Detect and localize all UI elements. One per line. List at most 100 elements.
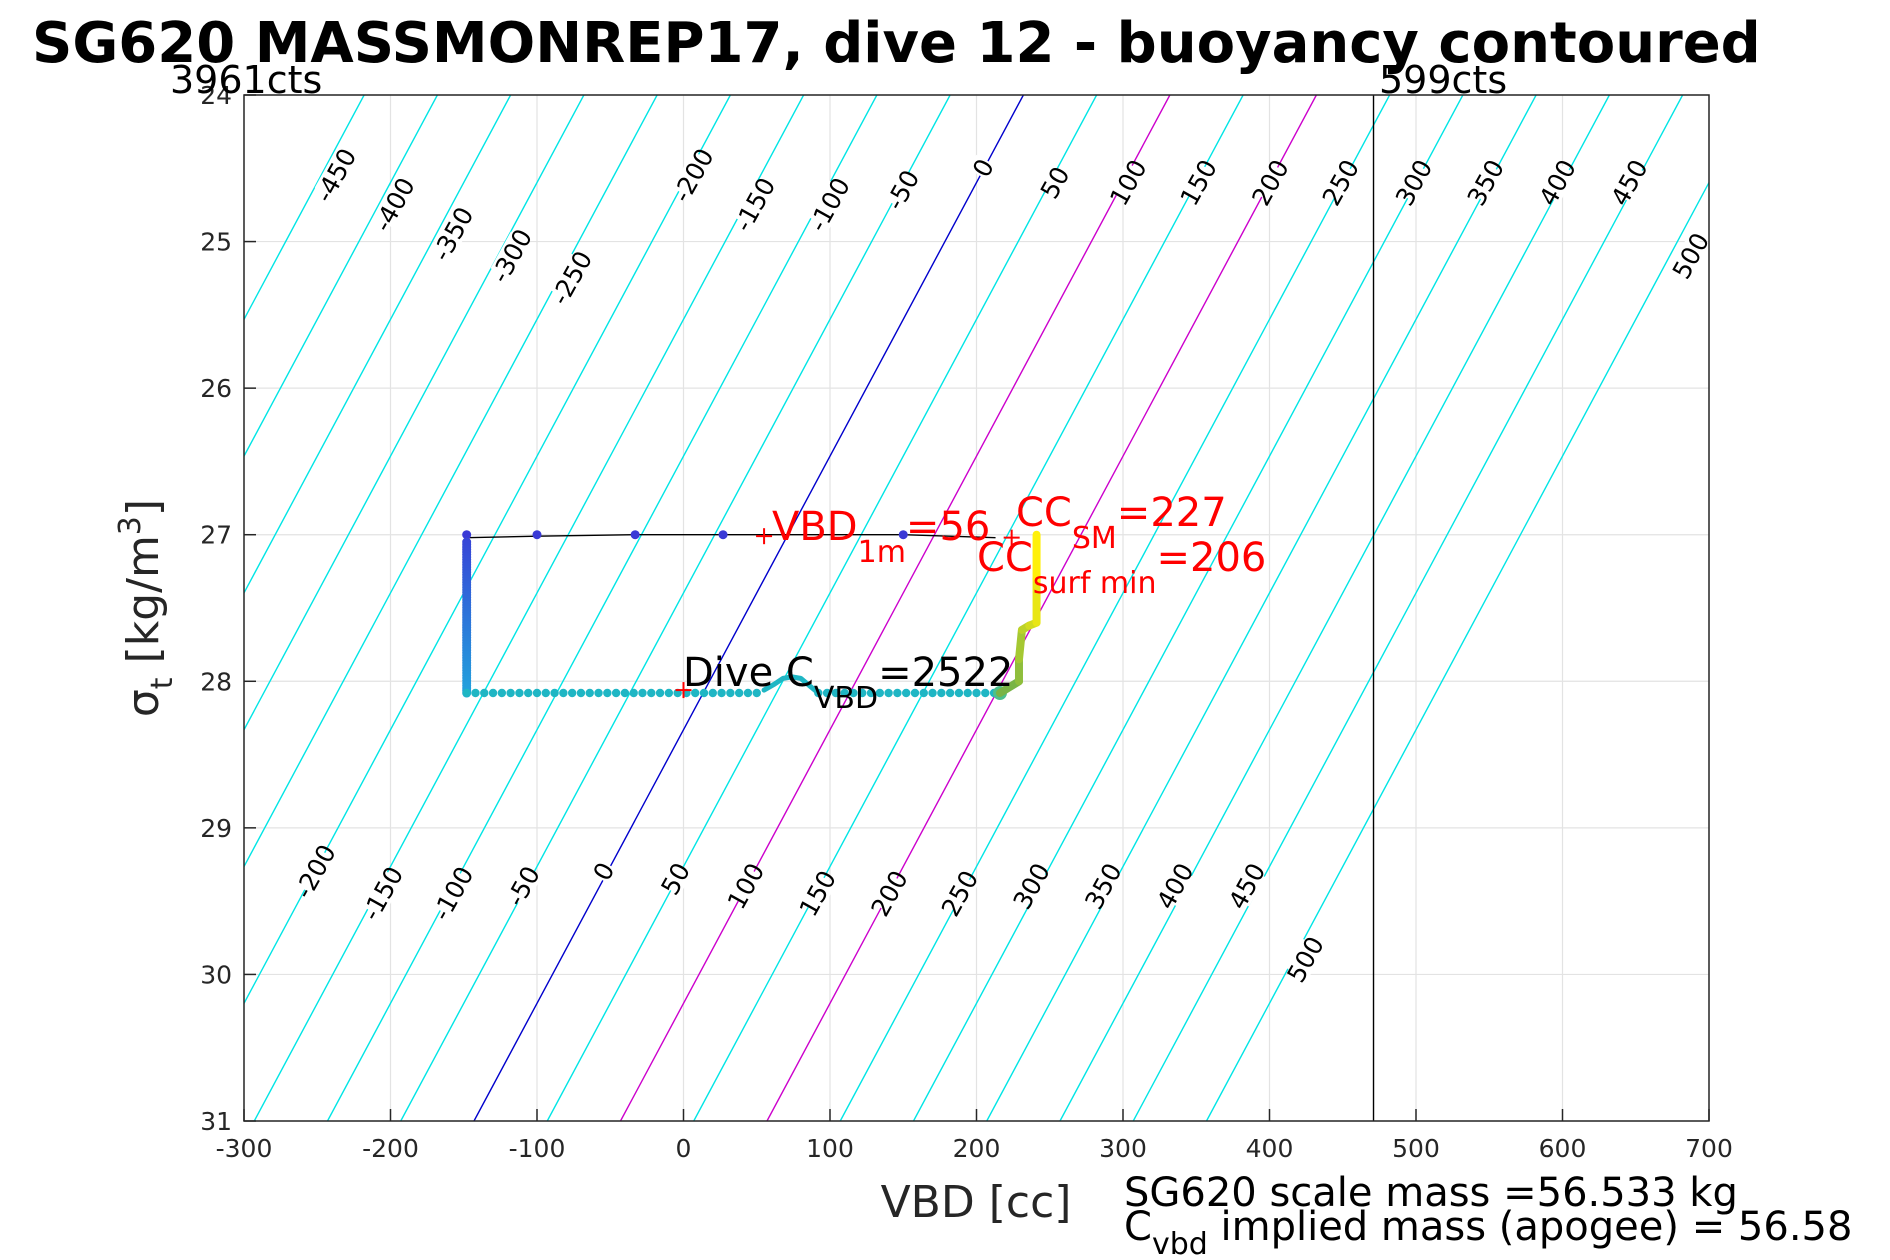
trace-point-bottom bbox=[743, 688, 753, 698]
trace-point-bottom bbox=[893, 688, 902, 698]
contour-line bbox=[693, 95, 1244, 1121]
trace-point-bottom bbox=[647, 688, 656, 698]
contour-label-bg bbox=[727, 865, 765, 907]
y-label-main: σ bbox=[118, 689, 169, 717]
contour-label-bg bbox=[431, 869, 474, 918]
trace-point-bottom bbox=[752, 688, 761, 698]
contour-label-bg bbox=[1251, 161, 1289, 203]
x-tick-label: 100 bbox=[806, 1134, 854, 1163]
contour-label-bg bbox=[504, 865, 542, 907]
contour-label-bg bbox=[1012, 865, 1050, 907]
contour-label-bg bbox=[294, 847, 336, 896]
contour-label-group: 50 bbox=[1035, 162, 1076, 204]
trace-point-bottom bbox=[884, 688, 893, 698]
trace-point-bottom bbox=[471, 688, 480, 698]
trace-point-bottom bbox=[928, 688, 937, 698]
trace-point-bottom bbox=[708, 688, 717, 698]
annotation-vbd-1m: VBD1m=56 bbox=[772, 504, 990, 570]
contour-label-bg bbox=[1321, 161, 1360, 203]
contour-label-bg bbox=[1084, 865, 1122, 907]
contour-line bbox=[619, 95, 1171, 1121]
trace-point-bottom bbox=[506, 688, 515, 698]
trace-point-bottom bbox=[945, 688, 955, 698]
trace-point-bottom bbox=[585, 688, 594, 698]
trace-point-top bbox=[718, 530, 728, 540]
trace-point-bottom bbox=[664, 688, 674, 698]
trace-point-bottom bbox=[726, 688, 735, 698]
contour-label-bg bbox=[589, 858, 619, 885]
contour-label-bg bbox=[490, 231, 532, 280]
trace-point-bottom bbox=[699, 688, 709, 698]
trace-point-bottom bbox=[822, 688, 832, 698]
trace-point-bottom bbox=[919, 688, 928, 698]
contour-line bbox=[546, 95, 1098, 1121]
y-axis-label-text: σt [kg/m3] bbox=[113, 499, 180, 717]
contour-label-bg bbox=[883, 169, 921, 211]
contour-label-bg bbox=[1671, 235, 1710, 277]
trace-point-bottom bbox=[840, 688, 849, 698]
trace-point-bottom bbox=[620, 688, 630, 698]
contour-label-bg bbox=[373, 180, 415, 229]
contour-line bbox=[244, 95, 438, 458]
contour-label-bg bbox=[314, 150, 357, 200]
contour-line bbox=[1059, 95, 1610, 1121]
trace-point-bottom bbox=[638, 688, 647, 698]
trace-point-bottom bbox=[814, 688, 823, 698]
contour-label-bg bbox=[733, 180, 776, 229]
y-tick-label: 28 bbox=[200, 667, 232, 696]
contour-line bbox=[244, 95, 512, 595]
annotation-cc-surf-min: CCsurf min=206 bbox=[977, 535, 1266, 601]
trace-point-bottom bbox=[849, 688, 858, 698]
trace-point-top bbox=[630, 530, 640, 540]
x-tick-label: 300 bbox=[1099, 1134, 1147, 1163]
trace-point-bottom bbox=[937, 688, 946, 698]
trace-point-bottom bbox=[901, 688, 911, 698]
x-tick-label: 700 bbox=[1685, 1134, 1733, 1163]
trace-point-bottom bbox=[515, 688, 524, 698]
trace-climb-segment bbox=[1014, 625, 1026, 664]
count-left: 3961cts bbox=[170, 58, 322, 102]
contour-label-bg bbox=[1156, 865, 1194, 907]
contour-label-bg bbox=[1228, 865, 1266, 907]
x-tick-label: -200 bbox=[362, 1134, 419, 1163]
trace-point-top bbox=[462, 530, 472, 540]
trace-point-bottom bbox=[567, 688, 577, 698]
contour-label-bg bbox=[968, 154, 998, 181]
annotation-cc-sm: CCSM=227 bbox=[1016, 490, 1227, 556]
trace-point-bottom bbox=[629, 688, 638, 698]
trace-point-bottom bbox=[462, 688, 471, 698]
x-tick-label: 200 bbox=[953, 1134, 1001, 1163]
contour-line bbox=[766, 95, 1317, 1121]
trace-point-bottom bbox=[541, 688, 550, 698]
trace-point-bottom bbox=[655, 688, 665, 698]
trace-point-top bbox=[532, 530, 542, 540]
contour-label-bg bbox=[361, 869, 403, 918]
x-tick-label: -300 bbox=[216, 1134, 273, 1163]
contour-label-bg bbox=[1466, 161, 1505, 203]
trace-point-bottom bbox=[532, 688, 542, 698]
y-tick-label: 24 bbox=[200, 81, 232, 110]
trace-point-bottom bbox=[550, 688, 559, 698]
trace-point-bottom bbox=[954, 688, 964, 698]
contour-line bbox=[244, 95, 731, 1005]
contour-line bbox=[839, 95, 1391, 1121]
trace-point-bottom bbox=[559, 688, 568, 698]
contour-label-bg bbox=[550, 253, 592, 302]
y-tick-label: 29 bbox=[200, 814, 232, 843]
trace-point-bottom bbox=[603, 688, 612, 698]
trace-point-bottom bbox=[866, 688, 876, 698]
count-right: 599cts bbox=[1379, 58, 1507, 102]
y-tick-label: 31 bbox=[200, 1107, 232, 1136]
y-tick-label: 30 bbox=[200, 960, 232, 989]
trace-point-bottom bbox=[594, 688, 603, 698]
y-label-close: ] bbox=[118, 499, 169, 516]
x-axis-label: VBD [cc] bbox=[881, 1177, 1072, 1228]
trace-point-bottom bbox=[875, 688, 885, 698]
contour-line bbox=[986, 95, 1537, 1121]
trace-point-bottom bbox=[497, 688, 507, 698]
contour-label-bg bbox=[940, 872, 979, 914]
chart-title: SG620 MASSMONREP17, dive 12 - buoyancy c… bbox=[32, 11, 1761, 76]
y-tick-label: 26 bbox=[200, 374, 232, 403]
y-label-unit: [kg/m bbox=[118, 535, 169, 677]
